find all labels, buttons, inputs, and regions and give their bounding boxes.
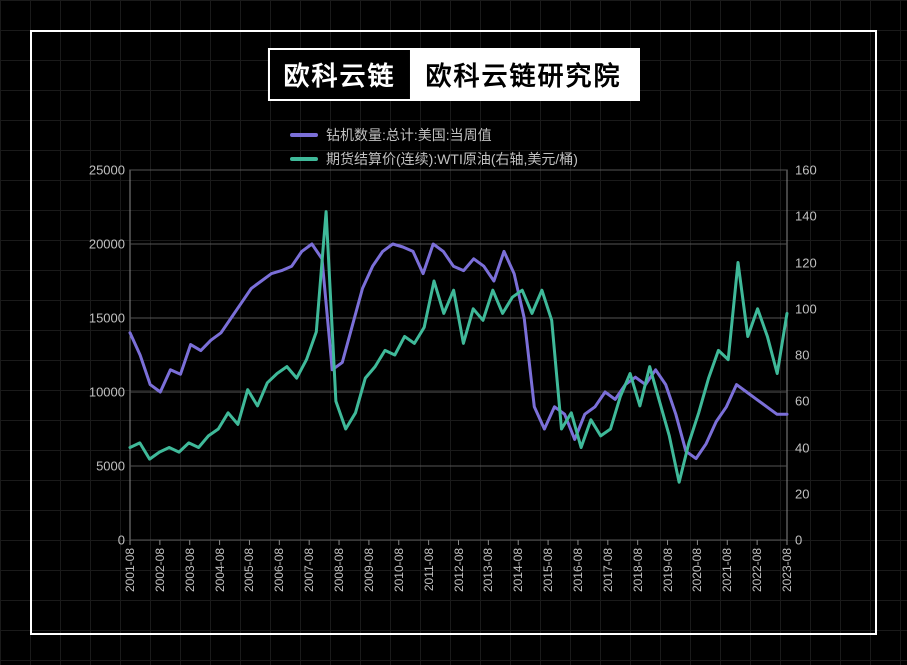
x-tick-label: 2005-08 — [242, 548, 256, 592]
x-tick-label: 2013-08 — [481, 548, 495, 592]
y-left-tick-label: 10000 — [75, 385, 125, 400]
x-tick-label: 2001-08 — [123, 548, 137, 592]
y-right-tick-label: 40 — [795, 440, 835, 455]
x-tick-label: 2002-08 — [153, 548, 167, 592]
x-tick-label: 2014-08 — [511, 548, 525, 592]
y-left-tick-label: 25000 — [75, 163, 125, 178]
y-right-tick-label: 0 — [795, 533, 835, 548]
y-left-tick-label: 5000 — [75, 459, 125, 474]
header-bar: 欧科云链 欧科云链研究院 — [267, 48, 639, 101]
legend-item: 期货结算价(连续):WTI原油(右轴,美元/桶) — [290, 149, 578, 169]
x-tick-label: 2008-08 — [332, 548, 346, 592]
x-tick-label: 2007-08 — [302, 548, 316, 592]
legend-swatch — [290, 133, 318, 137]
x-tick-label: 2009-08 — [362, 548, 376, 592]
legend: 钻机数量:总计:美国:当周值期货结算价(连续):WTI原油(右轴,美元/桶) — [290, 125, 578, 173]
x-tick-label: 2010-08 — [392, 548, 406, 592]
chart-svg — [70, 120, 837, 615]
y-right-tick-label: 100 — [795, 301, 835, 316]
legend-swatch — [290, 157, 318, 161]
y-right-tick-label: 120 — [795, 255, 835, 270]
x-tick-label: 2017-08 — [601, 548, 615, 592]
x-tick-label: 2022-08 — [750, 548, 764, 592]
y-left-tick-label: 15000 — [75, 311, 125, 326]
header-badge: 欧科云链 — [269, 50, 409, 99]
x-tick-label: 2004-08 — [213, 548, 227, 592]
x-tick-label: 2018-08 — [631, 548, 645, 592]
x-tick-label: 2011-08 — [422, 548, 436, 591]
x-tick-label: 2012-08 — [452, 548, 466, 592]
y-right-tick-label: 20 — [795, 486, 835, 501]
x-tick-label: 2015-08 — [541, 548, 555, 592]
y-left-tick-label: 20000 — [75, 237, 125, 252]
x-tick-label: 2019-08 — [661, 548, 675, 592]
legend-item: 钻机数量:总计:美国:当周值 — [290, 125, 578, 145]
chart-container: 钻机数量:总计:美国:当周值期货结算价(连续):WTI原油(右轴,美元/桶) 0… — [70, 120, 837, 615]
header-title: 欧科云链研究院 — [410, 50, 638, 99]
x-tick-label: 2021-08 — [720, 548, 734, 592]
y-right-tick-label: 160 — [795, 163, 835, 178]
x-tick-label: 2003-08 — [183, 548, 197, 592]
x-tick-label: 2006-08 — [272, 548, 286, 592]
legend-label: 钻机数量:总计:美国:当周值 — [326, 125, 492, 145]
y-left-tick-label: 0 — [75, 533, 125, 548]
legend-label: 期货结算价(连续):WTI原油(右轴,美元/桶) — [326, 149, 578, 169]
x-tick-label: 2016-08 — [571, 548, 585, 592]
y-right-tick-label: 60 — [795, 394, 835, 409]
x-tick-label: 2020-08 — [690, 548, 704, 592]
y-right-tick-label: 80 — [795, 348, 835, 363]
y-right-tick-label: 140 — [795, 209, 835, 224]
x-tick-label: 2023-08 — [780, 548, 794, 592]
